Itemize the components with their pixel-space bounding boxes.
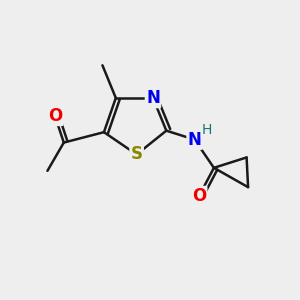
Text: S: S (130, 146, 142, 164)
Text: N: N (188, 130, 202, 148)
Text: O: O (48, 107, 62, 125)
Text: H: H (202, 123, 212, 137)
Text: N: N (146, 89, 160, 107)
Text: O: O (192, 187, 206, 205)
